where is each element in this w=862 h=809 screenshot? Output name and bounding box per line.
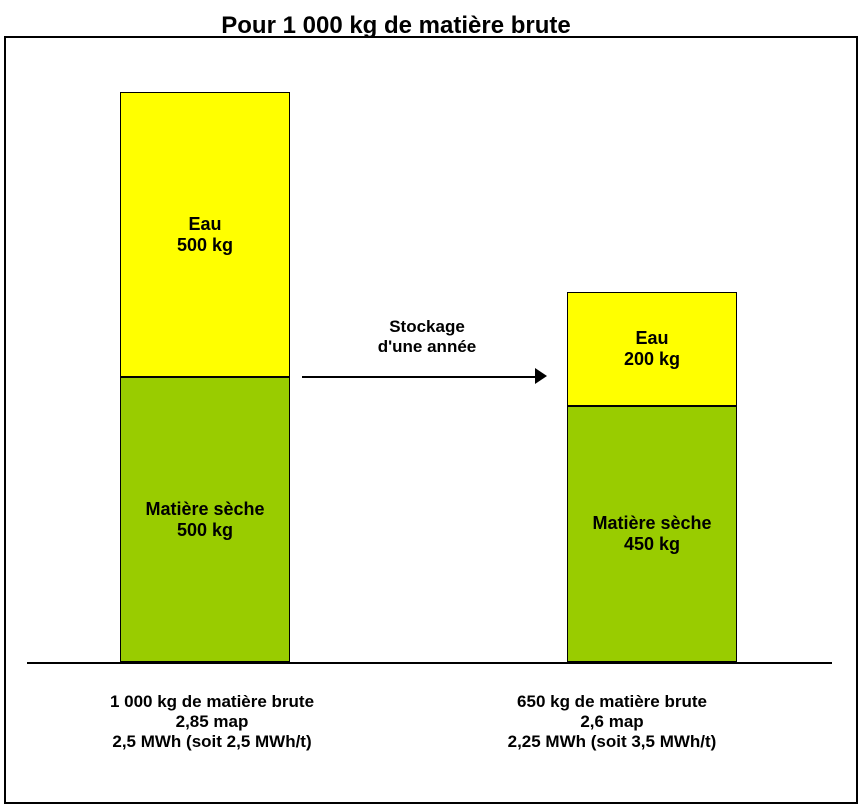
right-water-label: Eau (635, 328, 668, 349)
arrow-head-icon (535, 368, 547, 384)
diagram-frame: Pour 1 000 kg de matière brute Eau 500 k… (4, 36, 858, 804)
right-bar-water-segment: Eau 200 kg (567, 292, 737, 406)
baseline (27, 662, 832, 664)
chart-title: Pour 1 000 kg de matière brute (136, 12, 656, 40)
right-bar-dry-segment: Matière sèche 450 kg (567, 406, 737, 663)
left-dry-value: 500 kg (177, 520, 233, 541)
arrow-label: Stockage d'une année (322, 317, 532, 357)
arrow-line (302, 376, 537, 378)
right-water-value: 200 kg (624, 349, 680, 370)
left-bar-water-segment: Eau 500 kg (120, 92, 290, 377)
left-water-label: Eau (188, 214, 221, 235)
left-bar-caption: 1 000 kg de matière brute 2,85 map 2,5 M… (42, 692, 382, 752)
left-water-value: 500 kg (177, 235, 233, 256)
left-bar-dry-segment: Matière sèche 500 kg (120, 377, 290, 662)
right-dry-label: Matière sèche (592, 513, 711, 534)
right-dry-value: 450 kg (624, 534, 680, 555)
right-bar-caption: 650 kg de matière brute 2,6 map 2,25 MWh… (422, 692, 802, 752)
left-dry-label: Matière sèche (145, 499, 264, 520)
